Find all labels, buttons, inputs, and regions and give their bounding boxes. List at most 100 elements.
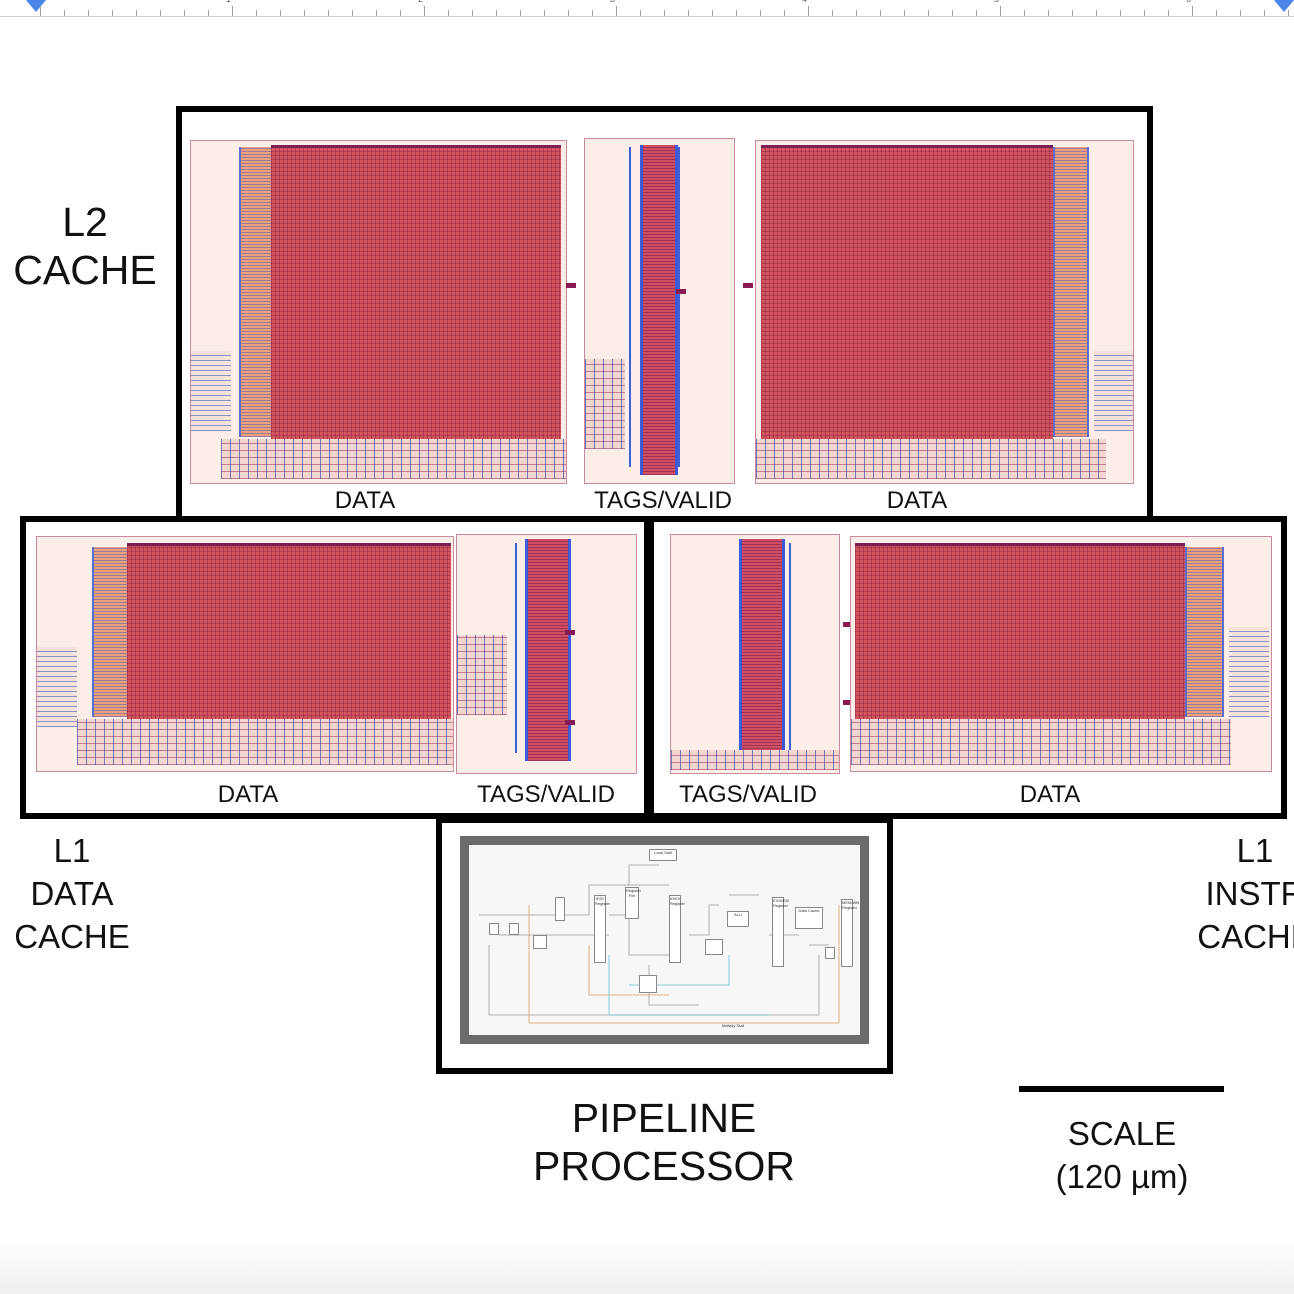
pin-stub [676, 289, 686, 294]
tag-array [739, 539, 785, 761]
l1-data-title-line2: DATA [30, 875, 114, 912]
row-decoder [1185, 547, 1224, 717]
ruler-tick [1240, 10, 1241, 16]
l1-instr-tags-label: TAGS/VALID [679, 781, 817, 808]
sram-array [855, 543, 1185, 720]
ruler-tick [328, 10, 329, 16]
tag-array [525, 539, 571, 761]
l1-data-tags-layout [456, 534, 637, 774]
ruler-tick [1192, 6, 1193, 16]
right-indent-marker[interactable] [1274, 0, 1294, 12]
ruler-tick [1288, 10, 1289, 16]
ruler-number: 2 [418, 0, 423, 4]
ruler-tick [1048, 10, 1049, 16]
ruler-tick [1216, 10, 1217, 16]
pin-region [1229, 627, 1269, 717]
column-periphery [756, 439, 1106, 479]
l1-data-label: DATA [217, 781, 279, 808]
row-decoder [239, 147, 275, 437]
ruler-tick [208, 10, 209, 16]
scale-label: SCALE [1067, 1115, 1177, 1152]
ruler-tick [712, 10, 713, 16]
ex-mem-register-block: EX/MEM Register [772, 897, 789, 967]
l2-right-data-label: DATA [886, 487, 948, 514]
bitline [515, 543, 517, 753]
l1-instr-tags-layout [670, 534, 840, 774]
ruler-number: 5 [994, 0, 999, 4]
ruler-tick [112, 10, 113, 16]
load-stall-block: Load Stall [649, 849, 677, 861]
multiply-stall-label: Multiply Stall [721, 1023, 745, 1028]
scale-value: (120 µm) [1055, 1158, 1189, 1195]
l2-left-data-label: DATA [334, 487, 396, 514]
ruler-tick [592, 10, 593, 16]
data-cache-block: Data Cache [795, 907, 823, 929]
ruler-tick [688, 10, 689, 16]
pipeline-title-line1: PIPELINE [571, 1095, 757, 1141]
ruler-tick [640, 10, 641, 16]
l2-title-line2: CACHE [13, 247, 157, 293]
ruler-tick [1072, 10, 1073, 16]
ruler-tick [1264, 10, 1265, 16]
register-file-block: Register File [625, 887, 641, 919]
ruler-tick [352, 10, 353, 16]
pipeline-title-line2: PROCESSOR [533, 1143, 795, 1189]
if-id-register-block: IF/ID Register [594, 895, 610, 963]
pin-stub [843, 622, 853, 627]
ruler-tick [280, 10, 281, 16]
pin-region [1094, 351, 1133, 431]
sram-array [127, 543, 451, 720]
l2-right-data-layout [755, 140, 1134, 484]
l2-left-data-layout [190, 140, 567, 484]
bitline [629, 147, 631, 467]
left-indent-marker[interactable] [26, 0, 46, 12]
l1-data-title-line3: CACHE [14, 918, 130, 955]
l1-instr-cache-title-clip: L1 INSTR CACHE [1180, 829, 1294, 969]
document-ruler: 1 2 3 4 5 6 [0, 0, 1294, 17]
l1-instr-title-line1: L1 [1236, 832, 1274, 869]
row-decoder [1053, 147, 1089, 437]
mem-wb-register-block: MEM/WB Register [841, 899, 859, 967]
pc-register-block [509, 923, 519, 935]
ruler-number: 3 [610, 0, 615, 4]
ruler-tick [1144, 10, 1145, 16]
ruler-tick [160, 10, 161, 16]
ruler-tick [568, 10, 569, 16]
l1-instr-data-label: DATA [1019, 781, 1081, 808]
l1-data-cache-title: L1 DATA CACHE [0, 829, 144, 958]
pipeline-wires [479, 864, 840, 1024]
ruler-tick [184, 10, 185, 16]
bitline [678, 147, 680, 467]
pin-stub [565, 630, 575, 635]
ruler-tick [616, 6, 617, 16]
ruler-tick [64, 10, 65, 16]
pin-stub [566, 283, 576, 288]
ruler-tick [40, 6, 41, 16]
ruler-tick [1096, 10, 1097, 16]
ruler-tick [784, 10, 785, 16]
tag-array [640, 145, 678, 475]
ruler-tick [400, 10, 401, 16]
ruler-tick [976, 10, 977, 16]
ruler-tick [952, 10, 953, 16]
l2-cache-title: L2 CACHE [4, 198, 166, 294]
id-ex-register-block: ID/EX Register [669, 895, 685, 963]
ruler-tick [664, 10, 665, 16]
ruler-tick [544, 10, 545, 16]
instruction-memory-block [533, 935, 547, 949]
l1-data-layout [36, 536, 454, 772]
forwarding-unit-block [705, 939, 723, 955]
ruler-tick [376, 10, 377, 16]
column-periphery [221, 439, 566, 479]
ruler-tick [880, 10, 881, 16]
ruler-number: 1 [226, 0, 231, 4]
multiplier-block [639, 975, 657, 993]
writeback-mux-block [825, 947, 835, 959]
ruler-tick [496, 10, 497, 16]
pipeline-schematic: Load Stall Register File IF/ID Register … [460, 836, 869, 1044]
ruler-tick [904, 10, 905, 16]
ruler-tick [736, 10, 737, 16]
ruler-tick [808, 6, 809, 16]
l1-data-title-line1: L1 [53, 832, 91, 869]
l1-instr-cache-title: L1 INSTR CACHE [1180, 829, 1294, 958]
